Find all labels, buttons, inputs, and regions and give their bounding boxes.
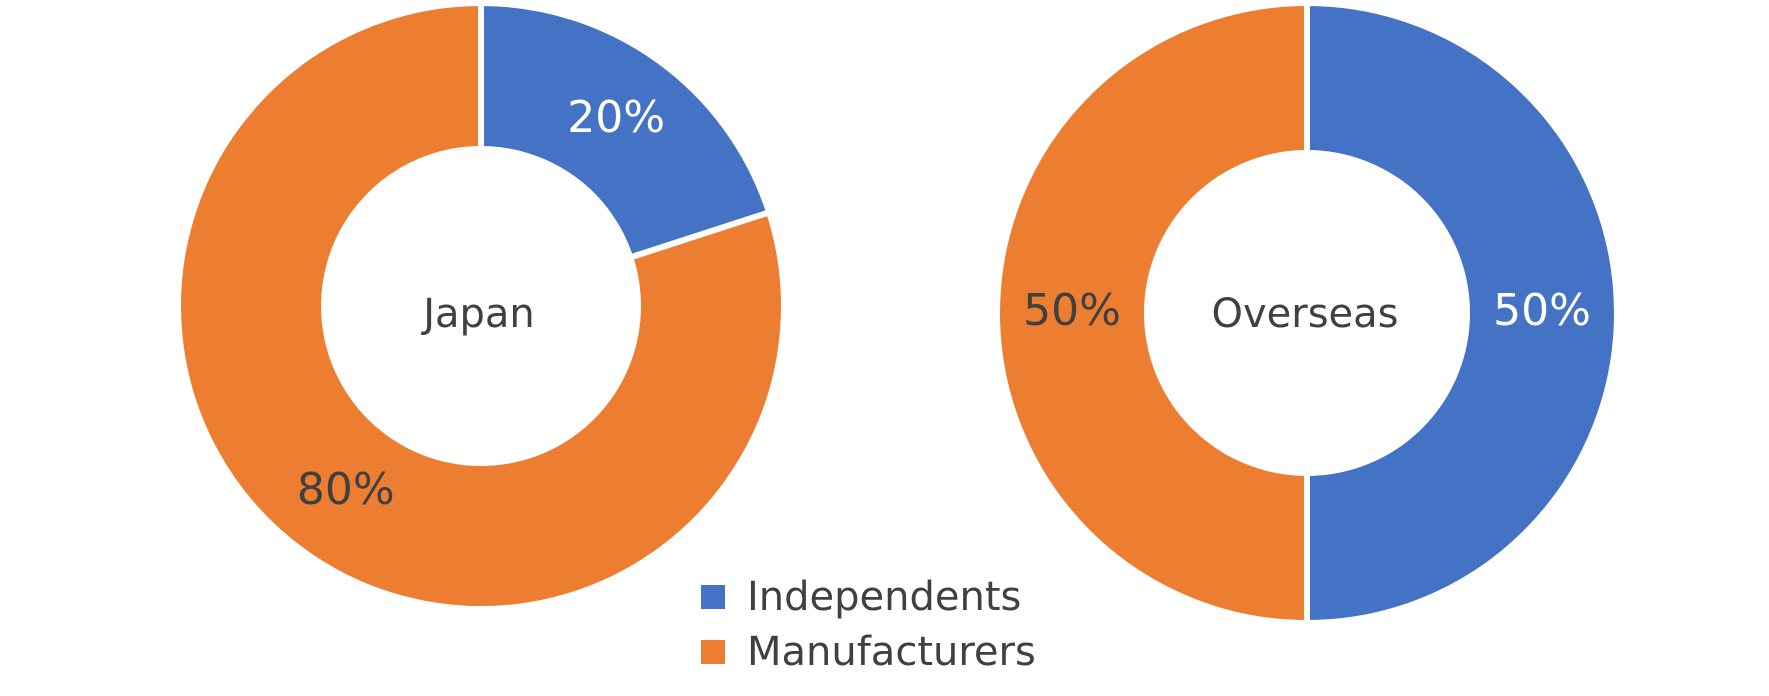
legend-swatch	[701, 640, 725, 664]
data-label: 20%	[567, 92, 665, 143]
legend-label: Manufacturers	[747, 629, 1036, 675]
center-label: Overseas	[1211, 291, 1398, 337]
legend-swatch	[701, 585, 725, 609]
data-label: 50%	[1023, 285, 1121, 336]
donut-slice	[1304, 0, 1620, 627]
donut-slice	[175, 0, 787, 612]
donut-slice	[478, 0, 773, 262]
data-label: 50%	[1493, 285, 1591, 336]
data-label: 80%	[297, 464, 395, 515]
center-label: Japan	[420, 291, 535, 337]
donut-slice	[994, 0, 1310, 627]
legend-label: Independents	[747, 574, 1021, 620]
